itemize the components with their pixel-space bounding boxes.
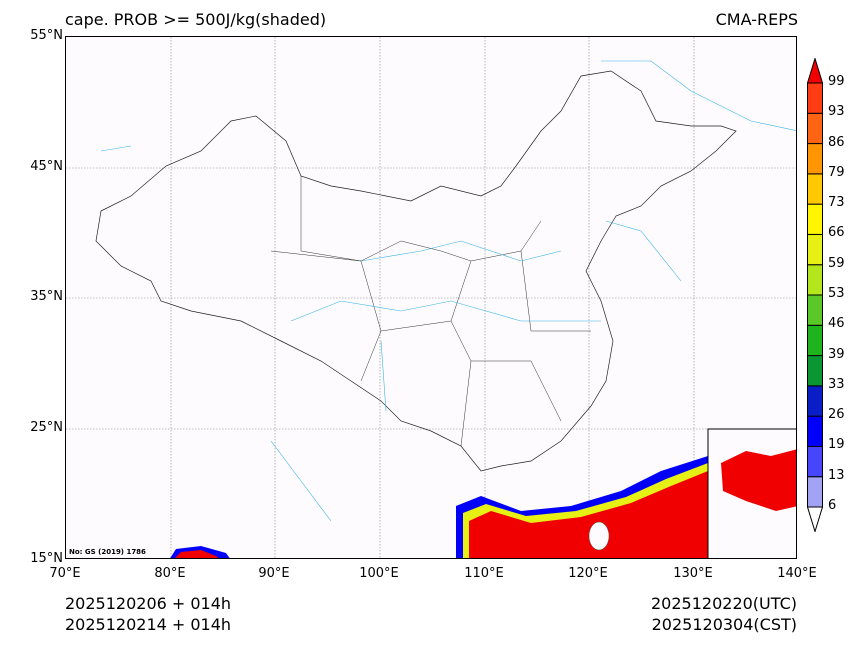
colorbar-tick-label: 66	[828, 225, 845, 241]
colorbar-tick-label: 99	[828, 74, 845, 89]
lat-label: 25°N	[30, 420, 63, 435]
colorbar-tick-label: 73	[828, 195, 845, 211]
init-time-1: 2025120206 + 014h	[65, 594, 232, 613]
colorbar-bin	[807, 385, 823, 417]
lon-label: 140°E	[777, 566, 817, 581]
colorbar-over-triangle	[807, 58, 823, 84]
map-title: cape. PROB >= 500J/kg(shaded)	[65, 10, 327, 29]
colorbar-tick-label: 39	[828, 346, 845, 362]
colorbar-tick-label: 13	[828, 467, 845, 483]
map-review-number: No: GS (2019) 1786	[69, 548, 146, 556]
colorbar-bin	[807, 203, 823, 235]
valid-time-utc: 2025120220(UTC)	[651, 594, 797, 613]
colorbar-tick-label: 93	[828, 104, 845, 120]
rivers	[100, 60, 796, 522]
map-canvas	[66, 37, 796, 558]
colorbar-tick-label: 59	[828, 255, 845, 271]
colorbar-tick-label: 79	[828, 164, 845, 180]
lat-label: 15°N	[30, 551, 63, 566]
colorbar-bin	[807, 476, 823, 508]
lat-label: 45°N	[30, 159, 63, 174]
colorbar-under-triangle	[807, 506, 823, 532]
lon-label: 100°E	[359, 566, 399, 581]
colorbar-tick-label: 46	[828, 316, 845, 332]
south-china-sea-inset	[707, 428, 796, 558]
valid-time-cst: 2025120304(CST)	[651, 615, 797, 634]
colorbar-bin	[807, 415, 823, 447]
lon-label: 70°E	[49, 566, 81, 581]
colorbar-tick-label: 33	[828, 376, 845, 392]
colorbar-tick-label: 26	[828, 407, 845, 423]
colorbar-tick-label: 86	[828, 134, 845, 150]
shaded-probability	[170, 456, 708, 558]
lon-label: 90°E	[258, 566, 290, 581]
lon-label: 110°E	[464, 566, 504, 581]
colorbar-bin	[807, 355, 823, 387]
colorbar-tick-label: 53	[828, 286, 845, 301]
province-lines	[270, 176, 591, 447]
colorbar-bin	[807, 82, 823, 114]
colorbar-bin	[807, 445, 823, 478]
colorbar-bin	[807, 294, 823, 326]
init-time-2: 2025120214 + 014h	[65, 615, 232, 634]
colorbar-tick-label: 19	[828, 437, 845, 453]
lat-label: 35°N	[30, 289, 63, 304]
model-name: CMA-REPS	[715, 10, 798, 29]
colorbar	[807, 58, 823, 532]
colorbar-bin	[807, 233, 823, 266]
colorbar-bin	[807, 324, 823, 357]
colorbar-tick-label: 6	[828, 498, 837, 513]
lat-label: 55°N	[30, 28, 63, 43]
colorbar-bin	[807, 112, 823, 145]
lon-label: 120°E	[568, 566, 608, 581]
graticule	[66, 37, 796, 558]
map-panel: No: GS (2019) 1786	[65, 36, 797, 559]
lon-label: 80°E	[154, 566, 186, 581]
colorbar-bin	[807, 173, 823, 205]
lon-label: 130°E	[673, 566, 713, 581]
colorbar-bin	[807, 143, 823, 175]
colorbar-bin	[807, 264, 823, 296]
china-boundary	[95, 70, 737, 472]
